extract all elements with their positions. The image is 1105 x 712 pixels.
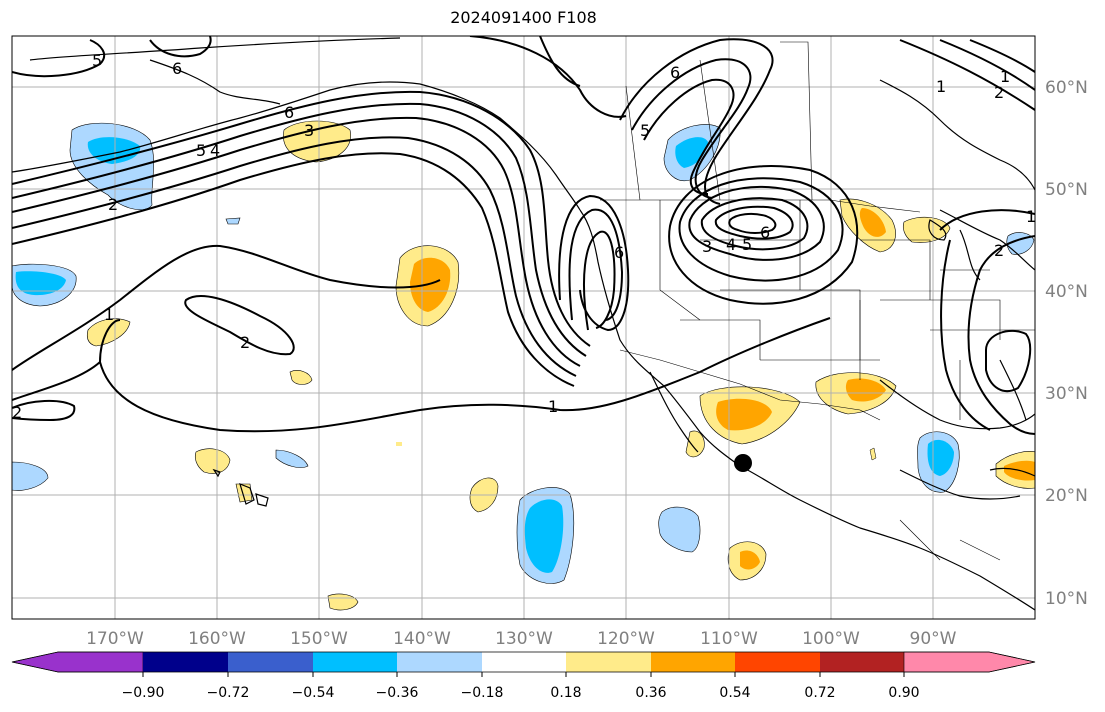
- colorbar-tick-label: −0.90: [122, 685, 165, 701]
- lon-tick-label: 160°W: [188, 629, 246, 649]
- lon-tick-label: 150°W: [290, 629, 348, 649]
- lat-tick-label: 40°N: [1045, 282, 1088, 302]
- colorbar-segment: [566, 652, 651, 672]
- political-borders: [600, 41, 1035, 561]
- lon-tick-label: 110°W: [700, 629, 758, 649]
- colorbar-tick-label: −0.54: [292, 685, 335, 701]
- contour-label: 5: [640, 121, 650, 140]
- map-title: 2024091400 F108: [450, 8, 597, 27]
- longitude-axis: 170°W 160°W 150°W 140°W 130°W 120°W 110°…: [86, 629, 957, 649]
- contour-label: 1: [104, 305, 114, 324]
- colorbar-segment: [482, 652, 566, 672]
- contour-label: 6: [670, 63, 680, 82]
- contour-label: 5: [196, 141, 206, 160]
- colorbar-ticks: [142, 672, 905, 677]
- contour-label: 6: [760, 223, 770, 242]
- colorbar-segment: [143, 652, 228, 672]
- colorbar-tick-label: −0.18: [461, 685, 504, 701]
- lat-tick-label: 10°N: [1045, 589, 1088, 609]
- colorbar-segment: [397, 652, 482, 672]
- lon-tick-label: 130°W: [495, 629, 553, 649]
- contour-labels: 5 6 2 2 1 1 2 3 5 4 6 3 4 5 6 5 6 1 1 2 …: [12, 51, 1036, 422]
- storm-center-marker: [734, 454, 752, 472]
- lon-tick-label: 120°W: [597, 629, 655, 649]
- height-contours: [12, 36, 1035, 435]
- contour-label: 5: [742, 235, 752, 254]
- colorbar-tick-label: 0.18: [550, 685, 581, 701]
- contour-label: 1: [548, 397, 558, 416]
- latitude-axis: 60°N 50°N 40°N 30°N 20°N 10°N: [1045, 78, 1088, 609]
- contour-label: 2: [240, 333, 250, 352]
- colorbar: −0.90 −0.72 −0.54 −0.36 −0.18 0.18 0.36 …: [11, 651, 1036, 701]
- contour-label: 4: [726, 235, 736, 254]
- map-frame: [11, 35, 1036, 620]
- colorbar-segment: [820, 652, 904, 672]
- colorbar-tick-label: −0.72: [207, 685, 250, 701]
- colorbar-tick-label: 0.54: [719, 685, 750, 701]
- contour-label: 5: [92, 51, 102, 70]
- contour-label: 6: [172, 59, 182, 78]
- lon-tick-label: 100°W: [802, 629, 860, 649]
- colorbar-segment: [313, 652, 397, 672]
- colorbar-tick-label: 0.36: [635, 685, 666, 701]
- map-gridlines: [12, 36, 1035, 619]
- colorbar-tick-label: −0.36: [376, 685, 419, 701]
- contour-label: 2: [994, 83, 1004, 102]
- contour-label: 1: [936, 77, 946, 96]
- colorbar-segment: [228, 652, 313, 672]
- colorbar-outline: [11, 651, 1036, 673]
- colorbar-segment: [651, 652, 735, 672]
- lat-tick-label: 50°N: [1045, 180, 1088, 200]
- contour-label: 2: [12, 403, 22, 422]
- contour-label: 4: [210, 141, 220, 160]
- contour-label: 2: [108, 195, 118, 214]
- lat-tick-label: 60°N: [1045, 78, 1088, 98]
- lat-tick-label: 30°N: [1045, 384, 1088, 404]
- contour-label: 6: [284, 103, 294, 122]
- contour-label: 6: [614, 243, 624, 262]
- lon-tick-label: 140°W: [393, 629, 451, 649]
- negative-anomaly-shading: [12, 122, 1035, 584]
- contour-label: 3: [702, 237, 712, 256]
- lon-tick-label: 90°W: [910, 629, 957, 649]
- colorbar-tick-label: 0.90: [888, 685, 919, 701]
- lon-tick-label: 170°W: [86, 629, 144, 649]
- contour-label: 3: [304, 121, 314, 140]
- colorbar-segment: [11, 651, 144, 673]
- lat-tick-label: 20°N: [1045, 486, 1088, 506]
- colorbar-segment: [735, 652, 820, 672]
- colorbar-segment: [903, 651, 1036, 673]
- contour-label: 1: [1000, 67, 1010, 86]
- contour-label: 1: [1026, 207, 1036, 226]
- colorbar-tick-label: 0.72: [804, 685, 835, 701]
- contour-label: 2: [994, 241, 1004, 260]
